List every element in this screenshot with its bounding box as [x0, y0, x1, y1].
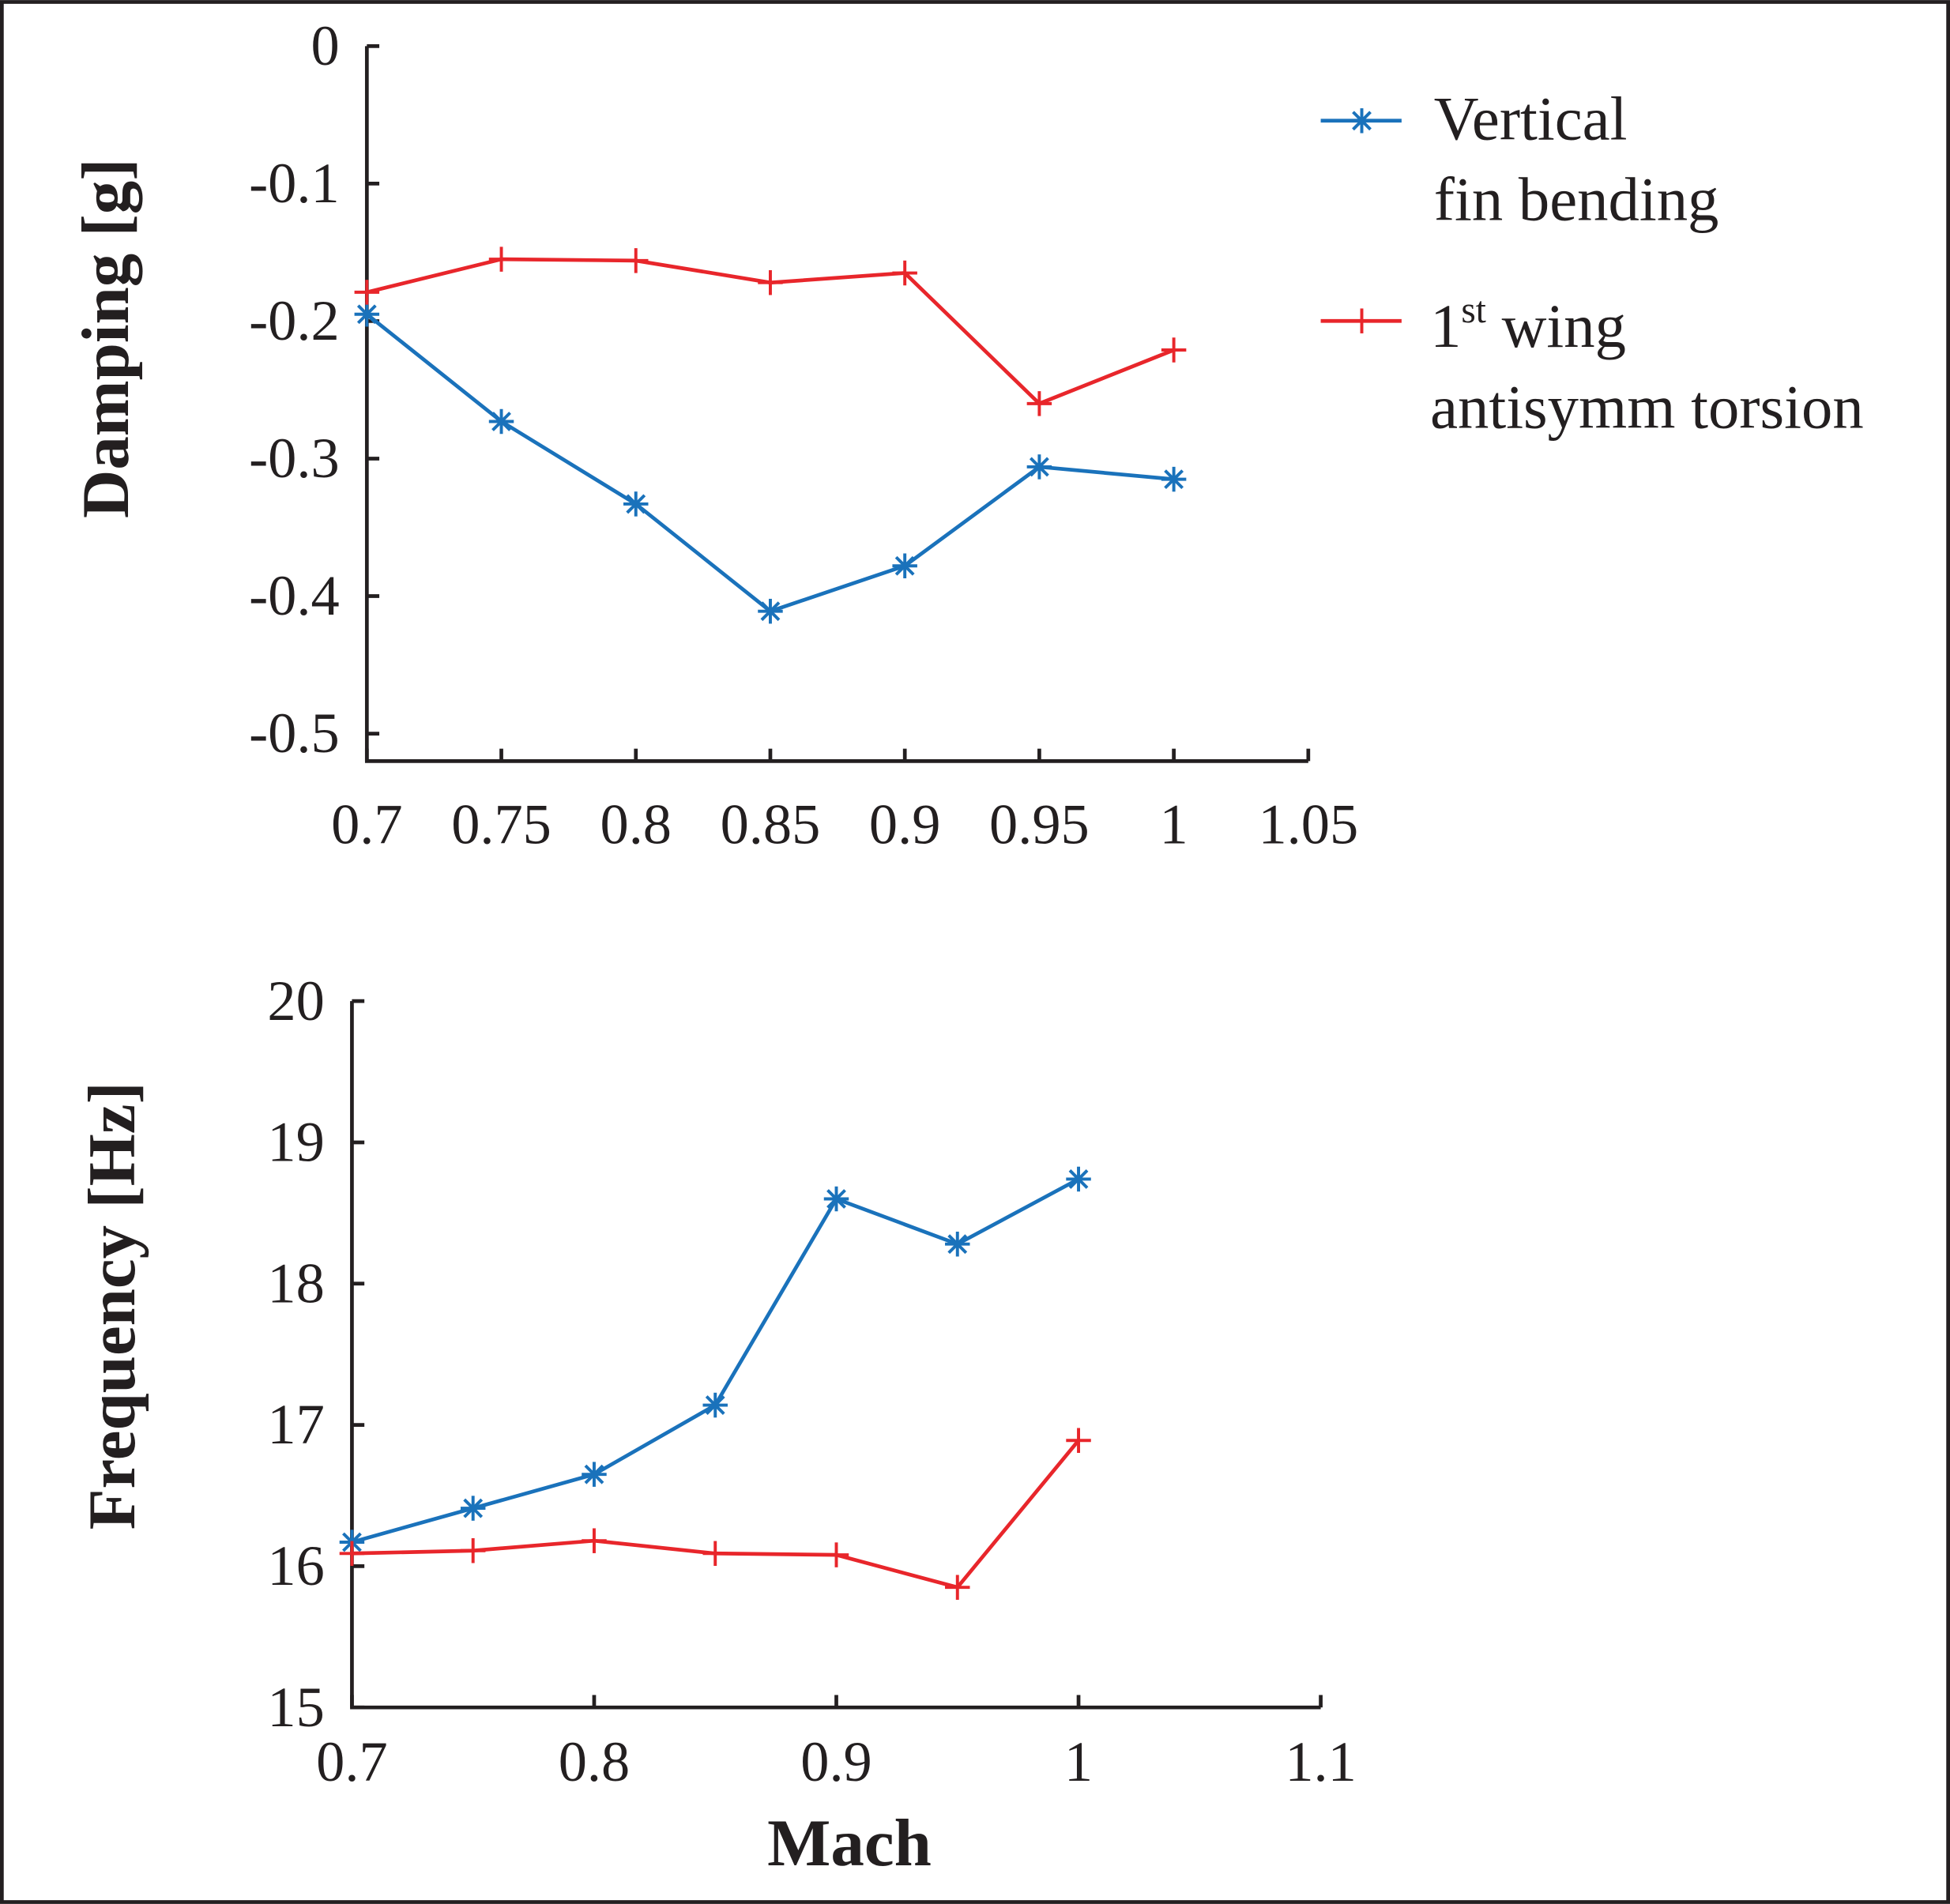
marker-stroke — [760, 601, 781, 622]
marker-stroke — [1164, 469, 1184, 490]
data-point — [460, 1537, 486, 1563]
legend-label-line2: antisymm torsion — [1430, 374, 1864, 442]
x-tick-label: 0.75 — [451, 792, 551, 856]
data-point — [1161, 466, 1187, 492]
data-point — [488, 246, 514, 272]
x-tick-label: 0.9 — [800, 1729, 871, 1793]
x-tick-label: 0.7 — [316, 1729, 388, 1793]
data-point — [702, 1541, 728, 1567]
legend-label-line1: Vertical — [1434, 85, 1628, 153]
data-point — [582, 1462, 607, 1487]
legend-label-main: 1 — [1430, 292, 1461, 361]
marker-stroke — [356, 304, 377, 325]
frequency-x-axis-title: Mach — [767, 1806, 932, 1880]
x-tick-label: 0.9 — [869, 792, 940, 856]
data-point — [945, 1231, 970, 1257]
data-point — [354, 302, 380, 327]
data-point — [702, 1392, 728, 1418]
marker-stroke — [463, 1498, 484, 1518]
data-point — [460, 1496, 486, 1521]
x-tick-label: 1.1 — [1285, 1729, 1357, 1793]
data-point — [582, 1528, 607, 1553]
x-tick-label: 0.8 — [600, 792, 672, 856]
x-tick-label: 0.95 — [989, 792, 1090, 856]
data-point — [1066, 1166, 1091, 1192]
y-tick-label: 20 — [267, 969, 324, 1033]
data-point — [823, 1186, 849, 1212]
y-tick-label: 17 — [267, 1392, 324, 1456]
legend-label-line1: 1st wing — [1430, 290, 1626, 361]
marker-stroke — [1029, 457, 1049, 477]
y-tick-label: 0 — [311, 13, 339, 77]
y-tick-label: -0.3 — [249, 426, 340, 490]
y-tick-label: -0.4 — [249, 563, 340, 627]
x-tick-label: 1.05 — [1258, 792, 1358, 856]
marker-stroke — [584, 1464, 604, 1484]
legend-entry-wing-torsion: 1st wing antisymm torsion — [1320, 290, 1864, 442]
series-vertical-fin-bending — [354, 302, 1187, 624]
marker-stroke — [491, 412, 511, 431]
data-point — [823, 1542, 849, 1567]
marker-stroke — [626, 494, 646, 514]
asterisk-marker-icon — [1349, 108, 1375, 134]
data-point — [1026, 454, 1052, 480]
data-point — [354, 280, 380, 305]
data-point — [623, 248, 649, 273]
data-point — [758, 598, 783, 624]
data-point — [1066, 1428, 1091, 1453]
data-point — [945, 1575, 970, 1600]
data-point — [623, 491, 649, 517]
damping-y-axis-title: Damping [g] — [69, 158, 143, 518]
x-tick-label: 0.7 — [331, 792, 402, 856]
data-point — [1161, 337, 1187, 363]
y-tick-label: 19 — [267, 1110, 324, 1174]
marker-stroke — [894, 555, 915, 576]
marker-stroke — [1068, 1169, 1089, 1189]
legend-label-line2: fin bending — [1434, 166, 1719, 235]
y-tick-label: 18 — [267, 1251, 324, 1315]
y-tick-label: -0.2 — [249, 288, 340, 352]
marker-stroke — [705, 1395, 725, 1415]
x-tick-label: 1 — [1064, 1729, 1093, 1793]
damping-chart: 0 -0.1 -0.2 -0.3 -0.4 -0.5 0.7 0.75 0.8 0.85 0.9 0.… — [249, 13, 1358, 856]
legend: Vertical fin bending 1st wing antisymm t… — [1320, 85, 1864, 442]
x-tick-label: 0.8 — [559, 1729, 631, 1793]
y-tick-label: -0.5 — [249, 701, 340, 765]
data-point — [1026, 391, 1052, 416]
x-tick-label: 1 — [1160, 792, 1188, 856]
frequency-chart: 20 19 18 17 16 150.7 0.8 0.9 1 1.1 — [267, 969, 1356, 1793]
x-tick-label: 0.85 — [721, 792, 821, 856]
data-point — [758, 269, 783, 295]
y-tick-label: 16 — [267, 1533, 324, 1597]
data-point — [488, 408, 514, 435]
plus-marker — [1349, 308, 1375, 333]
asterisk-marker — [1349, 108, 1375, 134]
series-wing-torsion — [354, 246, 1187, 416]
marker-stroke — [826, 1189, 846, 1209]
legend-label-superscript: st — [1461, 290, 1485, 331]
marker-stroke — [1352, 111, 1372, 131]
series-wing-torsion — [339, 1428, 1091, 1600]
frequency-y-axis-title: Frequency [Hz] — [75, 1082, 149, 1530]
legend-label-rest: wing — [1486, 292, 1626, 361]
marker-stroke — [947, 1234, 968, 1255]
data-point — [892, 260, 917, 286]
plus-marker-icon — [1349, 308, 1375, 333]
y-tick-label: 15 — [267, 1675, 324, 1739]
data-point — [339, 1541, 365, 1567]
data-point — [892, 553, 917, 578]
y-tick-label: -0.1 — [249, 151, 340, 215]
legend-entry-vertical-fin-bending: Vertical fin bending — [1320, 85, 1719, 235]
